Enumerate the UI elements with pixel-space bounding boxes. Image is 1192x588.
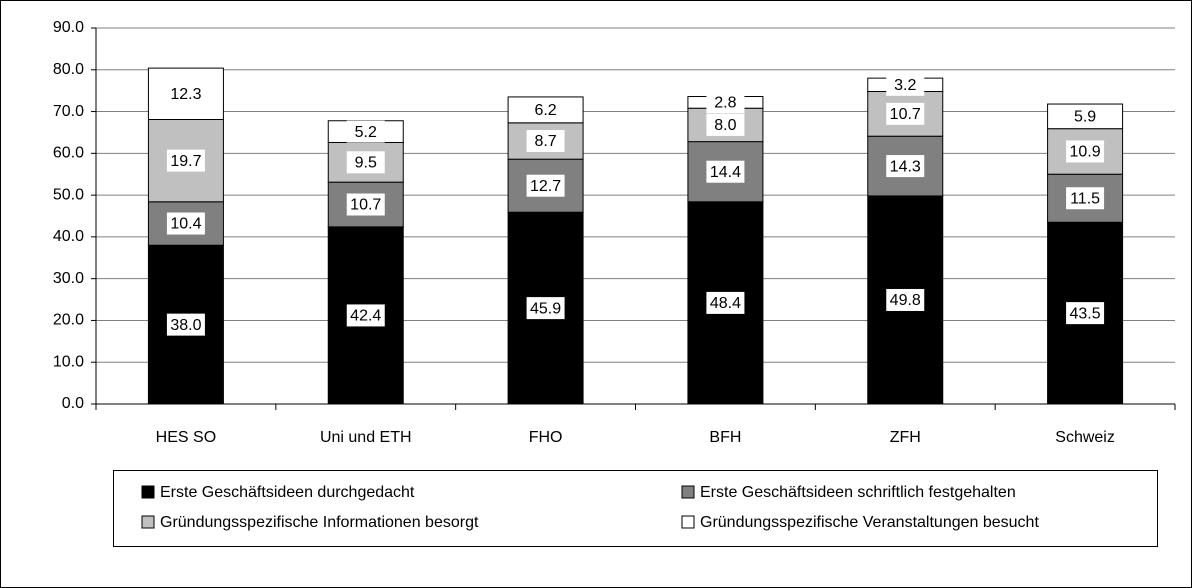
data-label: 48.4 [710, 295, 741, 312]
data-label: 10.4 [170, 216, 201, 233]
legend-label: Erste Geschäftsideen durchgedacht [160, 484, 415, 501]
data-label-bg [886, 155, 925, 178]
y-tick-label: 30.0 [53, 270, 84, 287]
y-tick-label: 40.0 [53, 228, 84, 245]
data-label: 5.2 [355, 124, 377, 141]
data-label-bg [346, 304, 385, 327]
data-label-bg [526, 174, 565, 197]
legend-swatch [141, 485, 155, 499]
data-label-bg [706, 160, 745, 183]
x-tick-label: BFH [709, 429, 741, 446]
data-label: 8.0 [714, 117, 736, 134]
data-label-bg [1066, 140, 1105, 163]
y-tick-label: 90.0 [53, 19, 84, 36]
legend-swatch [681, 485, 695, 499]
data-label-bg [526, 297, 565, 320]
legend-label: Gründungsspezifische Informationen besor… [160, 514, 479, 531]
data-label: 6.2 [534, 102, 556, 119]
data-label-bg [1066, 105, 1105, 128]
x-tick-label: Uni und ETH [320, 429, 412, 446]
data-label-bg [1066, 187, 1105, 210]
legend-box [113, 470, 1158, 547]
data-label: 10.7 [890, 106, 921, 123]
y-tick-label: 60.0 [53, 145, 84, 162]
data-label-bg [886, 288, 925, 311]
data-label: 14.4 [710, 164, 741, 181]
data-label: 5.9 [1074, 109, 1096, 126]
data-label: 19.7 [170, 153, 201, 170]
data-label-bg [346, 193, 385, 216]
data-label: 10.9 [1070, 144, 1101, 161]
data-label-bg [886, 102, 925, 125]
legend-swatch [681, 515, 695, 529]
data-label: 3.2 [894, 77, 916, 94]
bar-segment [687, 201, 764, 405]
data-label-bg [526, 98, 565, 121]
x-tick-label: HES SO [156, 429, 216, 446]
x-tick-label: ZFH [890, 429, 921, 446]
data-label-bg [706, 113, 745, 136]
data-label-bg [346, 151, 385, 174]
data-label: 2.8 [714, 95, 736, 112]
data-label: 43.5 [1070, 305, 1101, 322]
data-label: 12.7 [530, 178, 561, 195]
legend-label: Gründungsspezifische Veranstaltungen bes… [700, 514, 1039, 531]
bar-segment [1047, 173, 1124, 223]
data-label-bg [166, 82, 205, 105]
y-tick-label: 80.0 [53, 61, 84, 78]
data-label: 45.9 [530, 300, 561, 317]
data-label: 10.7 [350, 197, 381, 214]
data-label-bg [1066, 302, 1105, 325]
legend-label: Erste Geschäftsideen schriftlich festgeh… [700, 484, 1016, 501]
data-label-bg [526, 130, 565, 153]
data-label: 11.5 [1070, 190, 1100, 207]
data-label-bg [166, 149, 205, 172]
y-tick-label: 20.0 [53, 312, 84, 329]
data-label-bg [706, 91, 745, 114]
data-label-bg [886, 73, 925, 96]
data-label: 9.5 [355, 155, 377, 172]
data-label-bg [166, 313, 205, 336]
y-tick-label: 70.0 [53, 103, 84, 120]
y-tick-label: 0.0 [62, 395, 84, 412]
data-label: 42.4 [350, 308, 381, 325]
data-label: 12.3 [170, 86, 201, 103]
y-tick-label: 50.0 [53, 186, 84, 203]
data-label-bg [346, 120, 385, 143]
data-label: 49.8 [890, 292, 921, 309]
data-label: 38.0 [170, 317, 201, 334]
x-tick-label: Schweiz [1055, 429, 1115, 446]
data-label: 14.3 [890, 158, 921, 175]
legend-swatch [141, 515, 155, 529]
data-label-bg [706, 291, 745, 314]
data-label-bg [166, 212, 205, 235]
y-tick-label: 10.0 [53, 353, 84, 370]
x-tick-label: FHO [529, 429, 563, 446]
data-label: 8.7 [534, 133, 556, 150]
